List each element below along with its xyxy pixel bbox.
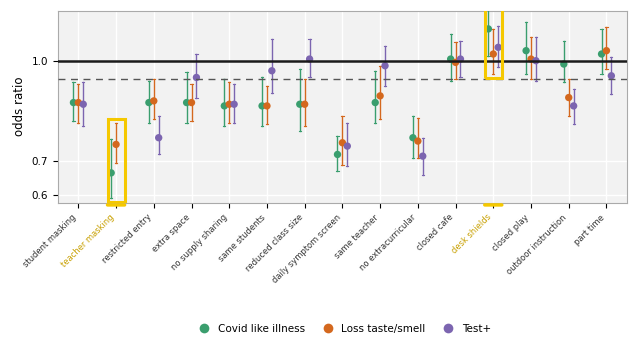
Point [224, 102, 234, 107]
Point [606, 73, 616, 79]
Point [229, 102, 239, 107]
Point [531, 58, 541, 63]
Point [68, 100, 79, 105]
Point [294, 102, 305, 107]
Point [526, 56, 536, 62]
Y-axis label: odds ratio: odds ratio [13, 77, 26, 136]
Point [342, 143, 353, 149]
Point [106, 170, 116, 176]
Point [488, 51, 499, 57]
Point [257, 103, 267, 109]
Point [451, 60, 461, 65]
Point [186, 100, 196, 105]
Point [220, 103, 230, 109]
Point [111, 142, 121, 147]
Point [380, 63, 390, 69]
Legend: Covid like illness, Loss taste/smell, Test+: Covid like illness, Loss taste/smell, Te… [189, 320, 495, 338]
Point [455, 56, 465, 62]
Point [596, 51, 607, 57]
Point [493, 44, 503, 50]
Point [78, 102, 88, 107]
Point [413, 138, 423, 144]
Point [182, 100, 192, 105]
Point [568, 103, 579, 109]
Point [483, 26, 493, 32]
Point [262, 103, 272, 109]
Point [559, 61, 569, 67]
Point [564, 95, 574, 100]
Point [332, 152, 342, 157]
Point [337, 140, 348, 146]
Point [370, 100, 380, 105]
Point [148, 98, 159, 104]
Point [191, 75, 202, 80]
Bar [484, 0, 502, 78]
Point [445, 56, 456, 62]
Point [267, 68, 277, 74]
Point [418, 153, 428, 159]
Point [521, 48, 531, 54]
Bar [108, 119, 125, 202]
Point [144, 100, 154, 105]
Point [73, 100, 83, 105]
Point [408, 135, 418, 140]
Point [375, 93, 385, 99]
Point [154, 135, 164, 140]
Point [602, 48, 612, 54]
Point [300, 102, 310, 107]
Point [305, 56, 315, 62]
